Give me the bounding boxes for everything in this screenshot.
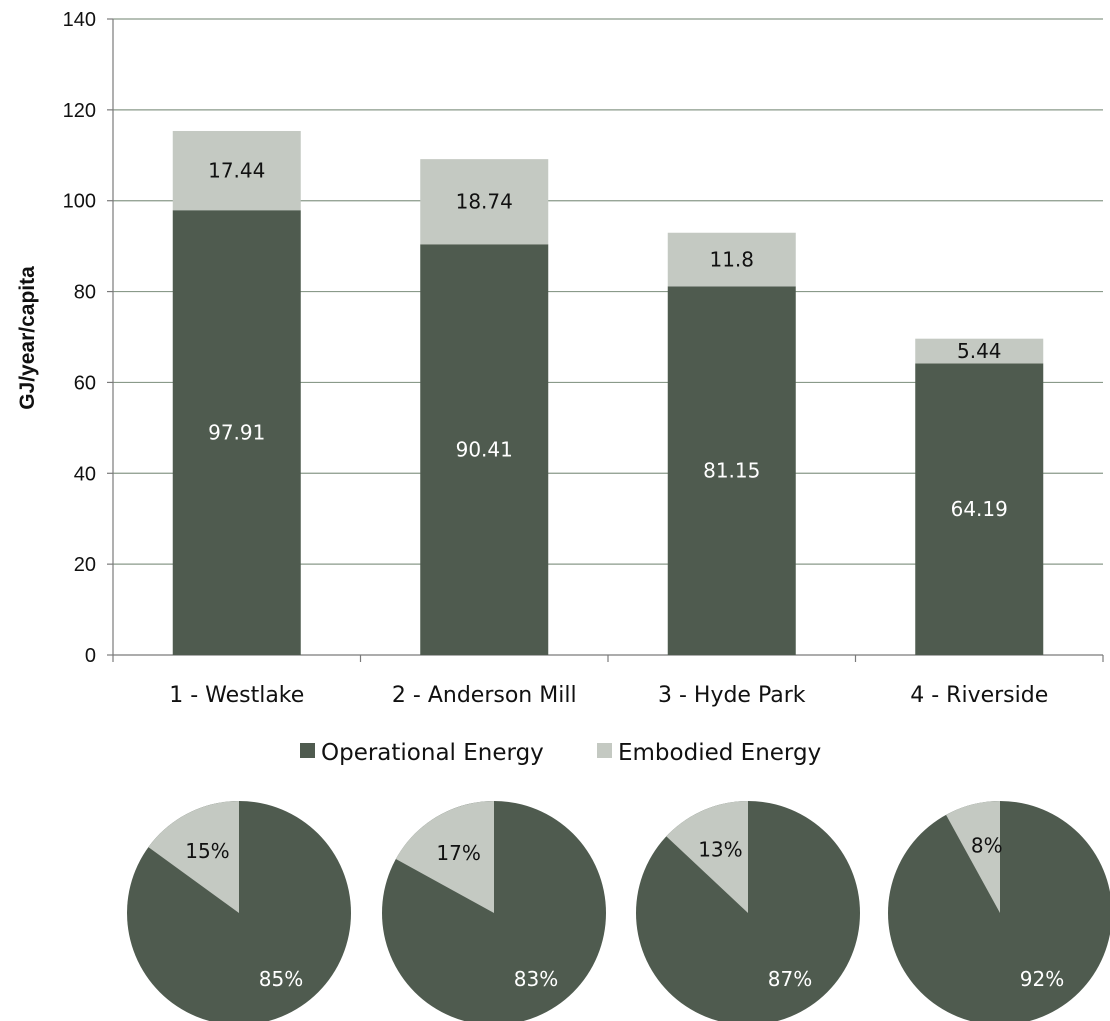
pie-embodied-label: 17% <box>436 841 480 865</box>
category-label: 4 - Riverside <box>910 683 1048 708</box>
bar-embodied-energy <box>420 159 549 245</box>
pie-slice-embodied <box>148 801 239 913</box>
y-tick-label: 40 <box>74 463 96 485</box>
bar-embodied-energy <box>172 130 301 211</box>
legend: Operational Energy Embodied Energy <box>300 740 821 766</box>
pie-charts: 15% 85% 17% 83% 13% 87% 8% 92% <box>127 801 1110 1021</box>
operational-value-label: 81.15 <box>703 459 760 483</box>
y-axis-title: GJ/year/capita <box>16 266 39 410</box>
bar-series <box>172 130 1044 656</box>
category-label: 3 - Hyde Park <box>658 683 806 708</box>
embodied-value-label: 18.74 <box>456 190 513 214</box>
legend-swatch <box>597 743 612 758</box>
y-tick-label: 20 <box>74 554 96 576</box>
operational-value-label: 90.41 <box>456 438 513 462</box>
category-label: 1 - Westlake <box>169 683 304 708</box>
y-tick-label: 100 <box>63 191 96 213</box>
bar-operational-energy <box>915 363 1044 655</box>
category-label: 2 - Anderson Mill <box>392 683 577 708</box>
operational-value-label: 97.91 <box>208 421 265 445</box>
y-tick-label: 60 <box>74 372 96 394</box>
pie-operational-label: 92% <box>1020 967 1064 991</box>
embodied-value-label: 5.44 <box>957 339 1002 363</box>
embodied-value-label: 11.8 <box>709 248 754 272</box>
bar-operational-energy <box>420 244 549 656</box>
pie-embodied-label: 15% <box>185 839 229 863</box>
pie-embodied-label: 8% <box>971 834 1003 858</box>
pie-slice-embodied <box>946 801 1000 913</box>
operational-value-label: 64.19 <box>951 497 1008 521</box>
y-tick-label: 0 <box>85 645 96 667</box>
bar-embodied-energy <box>915 338 1044 364</box>
bar-operational-energy <box>667 286 796 655</box>
bar-embodied-energy <box>667 232 796 287</box>
tick-labels: 0 20 40 60 80 100 120 140 1 - Westlake 2 - Anders… <box>63 9 1049 708</box>
pie-operational-label: 87% <box>768 967 812 991</box>
bar-operational-energy <box>172 210 301 655</box>
legend-swatch <box>300 743 315 758</box>
embodied-value-label: 17.44 <box>208 159 265 183</box>
pie-operational-label: 83% <box>514 967 558 991</box>
pie-embodied-label: 13% <box>698 837 742 861</box>
pie-slice-embodied <box>666 801 748 913</box>
legend-label: Embodied Energy <box>618 740 821 766</box>
pie-operational-label: 85% <box>259 967 303 991</box>
y-tick-label: 140 <box>63 9 96 31</box>
y-tick-label: 120 <box>63 100 96 122</box>
legend-label: Operational Energy <box>321 740 544 766</box>
y-tick-label: 80 <box>74 282 96 304</box>
pie-slice-embodied <box>395 801 494 913</box>
data-labels: 97.91 17.44 90.41 18.74 81.15 11.8 64.19 5.44 <box>208 159 1008 522</box>
